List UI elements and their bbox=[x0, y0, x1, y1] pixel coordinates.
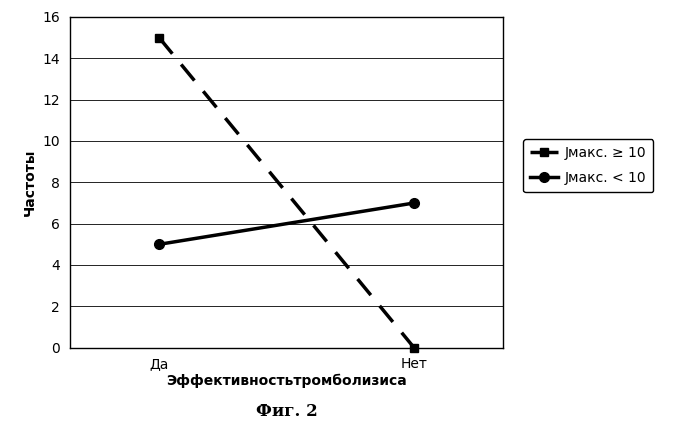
Legend: Jмакс. ≥ 10, Jмакс. < 10: Jмакс. ≥ 10, Jмакс. < 10 bbox=[524, 139, 654, 192]
Y-axis label: Частоты: Частоты bbox=[23, 149, 37, 216]
X-axis label: Эффективностьтромболизиса: Эффективностьтромболизиса bbox=[166, 374, 407, 388]
Line: Jмакс. < 10: Jмакс. < 10 bbox=[154, 198, 419, 249]
Jмакс. < 10 bbox=[410, 201, 418, 206]
Text: Фиг. 2: Фиг. 2 bbox=[256, 403, 317, 420]
Jмакс. < 10 bbox=[155, 242, 164, 247]
